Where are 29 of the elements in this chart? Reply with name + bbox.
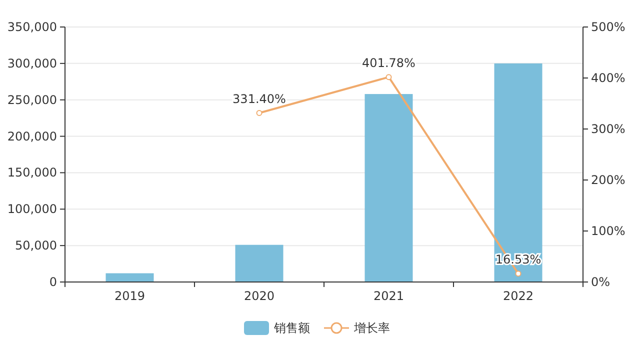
y2-tick-label: 300% <box>591 122 626 136</box>
y2-tick-label: 200% <box>591 173 626 187</box>
point <box>386 74 392 80</box>
y-tick-label: 100,000 <box>7 202 57 216</box>
x-tick-label: 2019 <box>114 289 146 303</box>
y-tick-label: 350,000 <box>7 20 57 34</box>
y-tick-label: 200,000 <box>7 129 57 144</box>
bar <box>494 63 542 282</box>
x-tick-label: 2021 <box>373 289 404 303</box>
data-label: 331.40% <box>232 92 286 106</box>
legend-label: 销售额 <box>273 321 310 335</box>
x-tick-label: 2020 <box>244 289 275 303</box>
y-tick-label: 50,000 <box>15 238 57 253</box>
y-tick-label: 150,000 <box>7 166 57 180</box>
y-tick-label: 250,000 <box>7 92 57 107</box>
y-tick-label: 300,000 <box>7 56 57 70</box>
y-tick-label: 0 <box>49 275 57 289</box>
y2-tick-label: 500% <box>591 20 626 34</box>
bar <box>235 244 284 282</box>
y2-tick-label: 100% <box>591 224 626 238</box>
data-label: 401.78% <box>362 56 416 70</box>
y2-tick-label: 0% <box>591 275 610 289</box>
legend-label: 增长率 <box>353 321 390 335</box>
y2-tick-label: 400% <box>591 71 626 85</box>
bar <box>364 94 413 282</box>
point <box>256 110 262 116</box>
bar <box>106 273 154 282</box>
point <box>515 270 522 277</box>
x-tick-label: 2022 <box>502 289 534 303</box>
